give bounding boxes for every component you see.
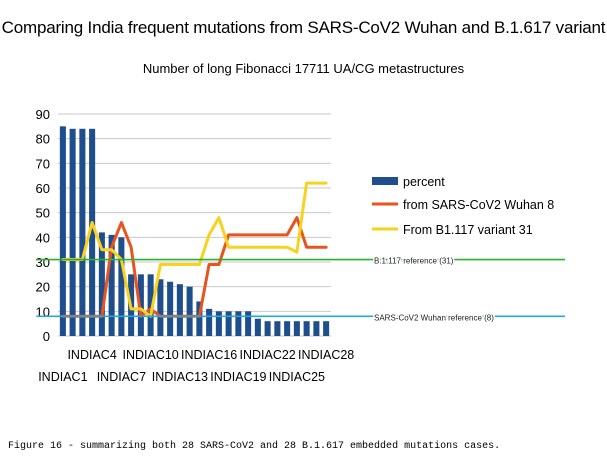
bar xyxy=(108,234,115,336)
y-tick-label: 0 xyxy=(43,329,50,344)
y-tick-label: 60 xyxy=(36,181,50,196)
bar xyxy=(89,128,96,336)
legend-swatch-percent xyxy=(372,177,398,185)
bar xyxy=(137,274,144,336)
x-tick-label: INDIAC4 xyxy=(67,348,116,362)
y-tick-label: 20 xyxy=(36,280,50,295)
chart-title: Comparing India frequent mutations from … xyxy=(1,18,606,37)
bar xyxy=(147,274,154,336)
bar xyxy=(118,237,125,336)
bar xyxy=(323,321,330,336)
bar xyxy=(274,321,281,336)
reference-line-wuhan-label: SARS-CoV2 Wuhan reference (8) xyxy=(374,313,494,322)
legend-label: From B1.117 variant 31 xyxy=(403,223,533,237)
bar xyxy=(79,128,86,336)
legend-label: percent xyxy=(403,175,445,189)
x-tick-label: INDIAC10 xyxy=(122,348,178,362)
x-tick-label: INDIAC16 xyxy=(181,348,237,362)
bar xyxy=(254,318,261,336)
bar xyxy=(69,128,76,336)
y-tick-label: 90 xyxy=(36,107,50,122)
bar xyxy=(215,311,222,336)
x-tick-label: INDIAC25 xyxy=(269,370,325,384)
x-tick-label: INDIAC1 xyxy=(38,370,87,384)
chart-subtitle: Number of long Fibonacci 17711 UA/CG met… xyxy=(142,61,465,76)
bar xyxy=(284,321,291,336)
x-tick-label: INDIAC13 xyxy=(152,370,208,384)
y-tick-label: 70 xyxy=(36,156,50,171)
bar xyxy=(186,286,193,336)
bar xyxy=(225,311,232,336)
line-b1117 xyxy=(61,181,328,318)
x-tick-label: INDIAC7 xyxy=(97,370,146,384)
x-tick-label: INDIAC22 xyxy=(239,348,295,362)
bar xyxy=(176,284,183,336)
bar xyxy=(245,311,252,336)
reference-line-b1117-label: B.1.117 reference (31) xyxy=(374,257,454,266)
x-tick-label: INDIAC19 xyxy=(210,370,266,384)
bar xyxy=(167,281,174,336)
bar xyxy=(157,279,164,336)
bar xyxy=(235,311,242,336)
figure-caption: Figure 16 - summarizing both 28 SARS-CoV… xyxy=(8,441,501,452)
y-tick-label: 10 xyxy=(36,304,50,319)
bar xyxy=(293,321,300,336)
bar xyxy=(59,126,66,336)
bar xyxy=(196,301,203,336)
bar xyxy=(206,308,213,336)
y-tick-label: 80 xyxy=(36,132,50,147)
y-tick-label: 30 xyxy=(36,255,50,270)
legend-label: from SARS-CoV2 Wuhan 8 xyxy=(403,198,554,212)
bar xyxy=(303,321,310,336)
bar xyxy=(264,321,271,336)
bar xyxy=(98,232,105,336)
y-tick-label: 50 xyxy=(36,206,50,221)
y-tick-label: 40 xyxy=(36,230,50,245)
x-tick-label: INDIAC28 xyxy=(298,348,354,362)
bar xyxy=(313,321,320,336)
